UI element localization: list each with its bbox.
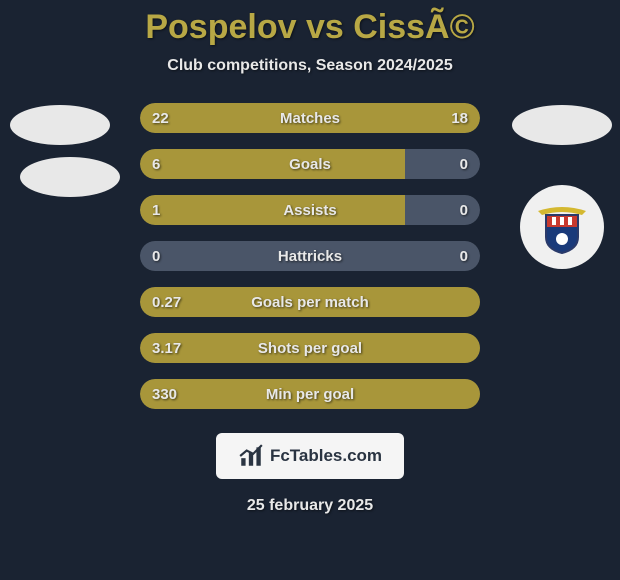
stat-row: Assists1 0 [140, 195, 480, 225]
stat-value-right: 0 [460, 195, 468, 225]
stat-value-left: 3.17 [152, 333, 181, 363]
stat-label: Goals per match [140, 287, 480, 317]
player1-club-placeholder [20, 157, 120, 197]
crest-icon [532, 197, 592, 257]
chart-icon [238, 443, 264, 469]
stat-value-left: 0.27 [152, 287, 181, 317]
comparison-card: Pospelov vs CissÃ© Club competitions, Se… [0, 0, 620, 580]
date-text: 25 february 2025 [247, 497, 373, 515]
stat-row: Matches22 18 [140, 103, 480, 133]
stat-value-left: 330 [152, 379, 177, 409]
stat-label: Matches [140, 103, 480, 133]
stat-value-left: 22 [152, 103, 169, 133]
subtitle: Club competitions, Season 2024/2025 [167, 57, 452, 75]
stat-label: Goals [140, 149, 480, 179]
stat-value-right: 18 [451, 103, 468, 133]
player1-badge-placeholder [10, 105, 110, 145]
stat-value-left: 0 [152, 241, 160, 271]
stat-label: Shots per goal [140, 333, 480, 363]
stat-value-left: 6 [152, 149, 160, 179]
stats-section: Matches2218Goals60Assists10Hattricks00Go… [0, 103, 620, 425]
stat-value-right: 0 [460, 241, 468, 271]
brand-badge[interactable]: FcTables.com [216, 433, 404, 479]
stat-value-right: 0 [460, 149, 468, 179]
player2-badge-placeholder [512, 105, 612, 145]
stat-row: Min per goal330 [140, 379, 480, 409]
stat-value-left: 1 [152, 195, 160, 225]
stat-row: Shots per goal3.17 [140, 333, 480, 363]
stat-row: Hattricks0 0 [140, 241, 480, 271]
stat-label: Hattricks [140, 241, 480, 271]
page-title: Pospelov vs CissÃ© [145, 8, 474, 47]
brand-text: FcTables.com [270, 446, 382, 466]
stat-label: Assists [140, 195, 480, 225]
stat-row: Goals per match0.27 [140, 287, 480, 317]
stat-row: Goals6 0 [140, 149, 480, 179]
stat-label: Min per goal [140, 379, 480, 409]
player2-club-crest [520, 185, 604, 269]
